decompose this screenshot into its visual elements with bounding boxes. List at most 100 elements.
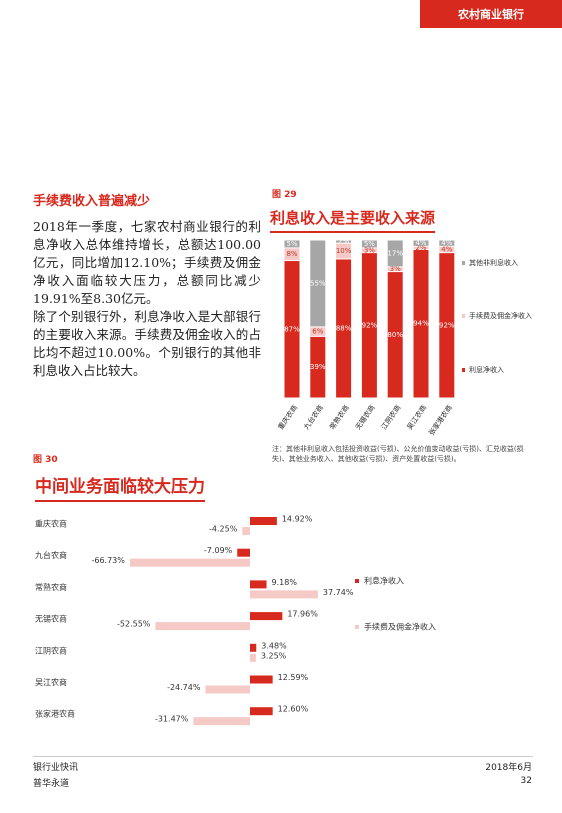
- chart-title: 利息收入是主要收入来源: [270, 207, 436, 233]
- legend-swatch: [462, 261, 465, 265]
- bar-segment: [310, 336, 326, 398]
- value-label: 8%: [286, 250, 297, 258]
- legend-swatch: [462, 368, 465, 372]
- bar: [155, 622, 250, 631]
- legend-swatch: [462, 314, 465, 318]
- value-label: -66.73%: [91, 556, 125, 565]
- value-label: 5%: [286, 240, 297, 248]
- bar-segment: [361, 253, 377, 398]
- value-label: -4.25%: [209, 525, 238, 534]
- bar-segment: [413, 246, 429, 249]
- value-label: 55%: [310, 279, 326, 287]
- bar-segment: [336, 240, 352, 243]
- legend-label: 手续费及佣金净收入: [364, 622, 436, 632]
- value-label: 3.48%: [261, 641, 287, 650]
- value-label: 17.96%: [287, 610, 318, 619]
- value-label: 92%: [362, 321, 378, 329]
- bar-segment: [336, 243, 352, 259]
- value-label: 9.18%: [272, 578, 298, 587]
- x-tick-label: 无锡农商: [353, 403, 376, 431]
- legend-swatch: [355, 579, 359, 583]
- footer-date: 2018年6月: [485, 763, 532, 773]
- x-tick-label: 江阴农商: [379, 403, 402, 431]
- value-label: 17%: [387, 249, 403, 257]
- bar-segment: [284, 261, 300, 398]
- value-label: 39%: [310, 363, 326, 371]
- y-tick-label: 吴江农商: [35, 677, 67, 687]
- value-label: 80%: [387, 331, 403, 339]
- footer-left: 银行业快讯: [33, 763, 79, 773]
- figure-label: 图 29: [272, 190, 297, 200]
- x-tick-label: 吴江农商: [405, 403, 428, 431]
- legend-label: 利息净收入: [364, 576, 404, 586]
- bar: [193, 717, 250, 726]
- legend-label: 利息净收入: [469, 365, 504, 374]
- value-label: 94%: [413, 320, 429, 328]
- value-label: 88%: [336, 324, 352, 332]
- legend-label: 手续费及佣金净收入: [469, 311, 532, 320]
- header-box: [420, 0, 562, 28]
- y-tick-label: 张家港农商: [35, 709, 75, 719]
- x-tick-label: 九台农商: [302, 403, 325, 431]
- bar-segment: [336, 259, 352, 398]
- bar: [250, 517, 277, 525]
- value-label: 12.59%: [278, 673, 309, 682]
- paragraph: 2018年一季度，七家农村商业银行的利息净收入总体维持增长，总额达100.00亿…: [33, 219, 261, 306]
- value-label: 92%: [439, 321, 455, 329]
- header-label: 农村商业银行: [458, 8, 524, 21]
- value-label: 4%: [441, 239, 452, 247]
- value-label: -7.09%: [204, 546, 233, 555]
- paragraph: 除了个别银行外，利息净收入是大部银行的主要收入来源。手续费及佣金收入的占比均不超…: [33, 309, 261, 378]
- bar: [129, 558, 250, 567]
- value-label: 12.60%: [278, 705, 309, 714]
- value-label: -52.55%: [117, 620, 151, 629]
- bar-segment: [413, 249, 429, 398]
- bar-segment: [387, 240, 403, 267]
- bar: [250, 653, 256, 662]
- value-label: 3%: [364, 246, 375, 254]
- y-tick-label: 重庆农商: [35, 519, 67, 529]
- bar: [250, 612, 283, 621]
- bar-segment: [284, 248, 300, 261]
- value-label: -31.47%: [155, 715, 189, 724]
- y-tick-label: 常熟农商: [35, 582, 67, 592]
- value-label: 3.25%: [261, 651, 287, 660]
- bar-segment: [361, 248, 377, 253]
- page-number: 32: [520, 776, 532, 786]
- value-label: -24.74%: [167, 683, 201, 692]
- footer-left: 普华永道: [33, 779, 70, 789]
- value-label: 87%: [284, 325, 300, 333]
- bar-segment: [439, 246, 455, 253]
- bar-segment: [387, 272, 403, 398]
- y-tick-label: 江阴农商: [35, 645, 67, 655]
- chart-note: 注：其他非利息收入包括投资收益(亏损)、公允价值变动收益(亏损)、汇兑收益(损失…: [272, 445, 524, 463]
- footer-rule: [33, 756, 533, 757]
- chart-title: 中间业务面临较大压力: [35, 472, 205, 502]
- bar-segment: [439, 240, 455, 246]
- y-tick-label: 无锡农商: [35, 614, 67, 624]
- bar: [250, 590, 318, 599]
- bar: [250, 580, 267, 589]
- value-label: 5%: [364, 240, 375, 248]
- x-tick-label: 张家港农商: [427, 403, 454, 437]
- bar-segment: [284, 240, 300, 248]
- x-tick-label: 重庆农商: [276, 403, 299, 431]
- bar: [250, 707, 273, 716]
- bar: [205, 685, 250, 694]
- y-tick-label: 九台农商: [35, 550, 67, 560]
- value-label: 14.92%: [282, 515, 313, 524]
- bar-segment: [387, 267, 403, 272]
- value-label: 4%: [441, 245, 452, 253]
- x-tick-label: 常熟农商: [327, 403, 350, 431]
- bar-segment: [310, 240, 326, 327]
- bar-segment: [413, 240, 429, 246]
- bar-segment: [310, 327, 326, 336]
- value-label: 4%: [415, 239, 426, 247]
- value-label: 37.74%: [323, 588, 354, 597]
- legend-label: 其他非利息收入: [469, 258, 518, 267]
- value-label: 2%: [415, 244, 426, 252]
- bar-segment: [361, 240, 377, 248]
- section-heading: 手续费收入普遍减少: [33, 194, 151, 209]
